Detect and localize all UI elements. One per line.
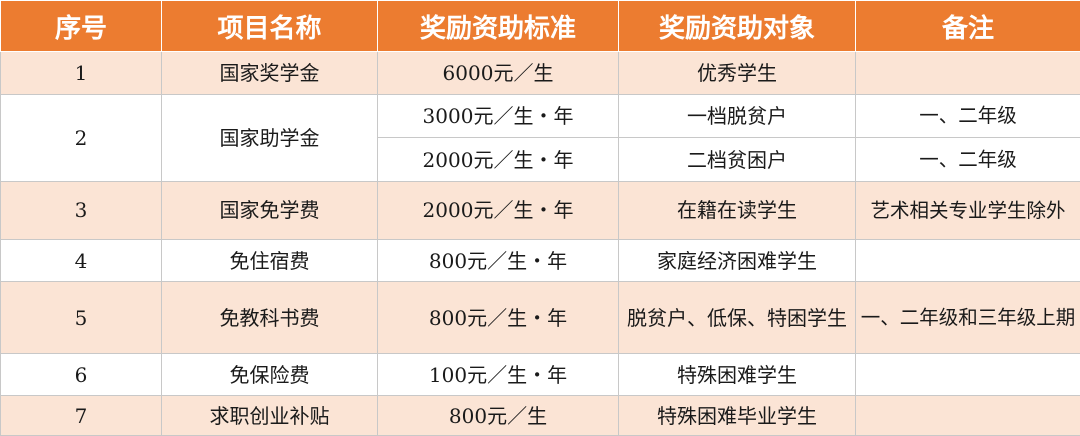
cell-name: 国家助学金 [161, 93, 378, 183]
cell-note: 一、二年级 [855, 93, 1080, 139]
header-standard: 奖励资助标准 [377, 0, 619, 52]
cell-name: 免教科书费 [161, 281, 378, 354]
cell-target: 二档贫困户 [618, 137, 856, 183]
header-target: 奖励资助对象 [618, 0, 856, 52]
table-row: 5 免教科书费 800元／生・年 脱贫户、低保、特困学生 一、二年级和三年级上期 [0, 281, 1080, 354]
cell-target: 脱贫户、低保、特困学生 [618, 281, 856, 354]
cell-no: 4 [0, 238, 162, 283]
cell-target: 特殊困难学生 [618, 352, 856, 397]
cell-name: 免保险费 [161, 352, 378, 397]
header-note: 备注 [855, 0, 1080, 52]
header-row: 序号 项目名称 奖励资助标准 奖励资助对象 备注 [0, 0, 1080, 52]
cell-standard: 3000元／生・年 [377, 93, 619, 139]
cell-note: 一、二年级 [855, 137, 1080, 183]
cell-note [855, 395, 1080, 436]
cell-no: 2 [0, 93, 162, 183]
cell-target: 特殊困难毕业学生 [618, 395, 856, 436]
cell-note: 艺术相关专业学生除外 [855, 181, 1080, 240]
table-row: 4 免住宿费 800元／生・年 家庭经济困难学生 [0, 238, 1080, 283]
table-row: 2000元／生・年 二档贫困户 一、二年级 [1, 137, 1080, 183]
header-name: 项目名称 [161, 0, 378, 52]
cell-name: 国家奖学金 [161, 51, 378, 95]
cell-name: 免住宿费 [161, 238, 378, 283]
cell-note: 一、二年级和三年级上期 [855, 281, 1080, 354]
cell-target: 家庭经济困难学生 [618, 238, 856, 283]
table-row: 1 国家奖学金 6000元／生 优秀学生 [0, 51, 1080, 95]
table-row: 6 免保险费 100元／生・年 特殊困难学生 [0, 352, 1080, 397]
cell-no: 3 [0, 181, 162, 240]
cell-name: 求职创业补贴 [161, 395, 378, 436]
cell-note [855, 51, 1080, 95]
cell-standard: 100元／生・年 [377, 352, 619, 397]
cell-standard: 2000元／生・年 [377, 137, 619, 183]
cell-note [855, 238, 1080, 283]
table-row: 7 求职创业补贴 800元／生 特殊困难毕业学生 [0, 395, 1080, 436]
cell-no: 1 [0, 51, 162, 95]
cell-standard: 800元／生・年 [377, 238, 619, 283]
cell-target: 优秀学生 [618, 51, 856, 95]
cell-standard: 800元／生・年 [377, 281, 619, 354]
header-no: 序号 [0, 0, 162, 52]
cell-standard: 6000元／生 [377, 51, 619, 95]
cell-standard: 2000元／生・年 [377, 181, 619, 240]
cell-target: 一档脱贫户 [618, 93, 856, 139]
table-row: 3 国家免学费 2000元／生・年 在籍在读学生 艺术相关专业学生除外 [0, 181, 1080, 240]
cell-no: 5 [0, 281, 162, 354]
cell-name: 国家免学费 [161, 181, 378, 240]
cell-note [855, 352, 1080, 397]
cell-target: 在籍在读学生 [618, 181, 856, 240]
cell-standard: 800元／生 [377, 395, 619, 436]
table-row: 2 国家助学金 3000元／生・年 一档脱贫户 一、二年级 [0, 93, 1080, 183]
cell-no: 6 [0, 352, 162, 397]
cell-no: 7 [0, 395, 162, 436]
